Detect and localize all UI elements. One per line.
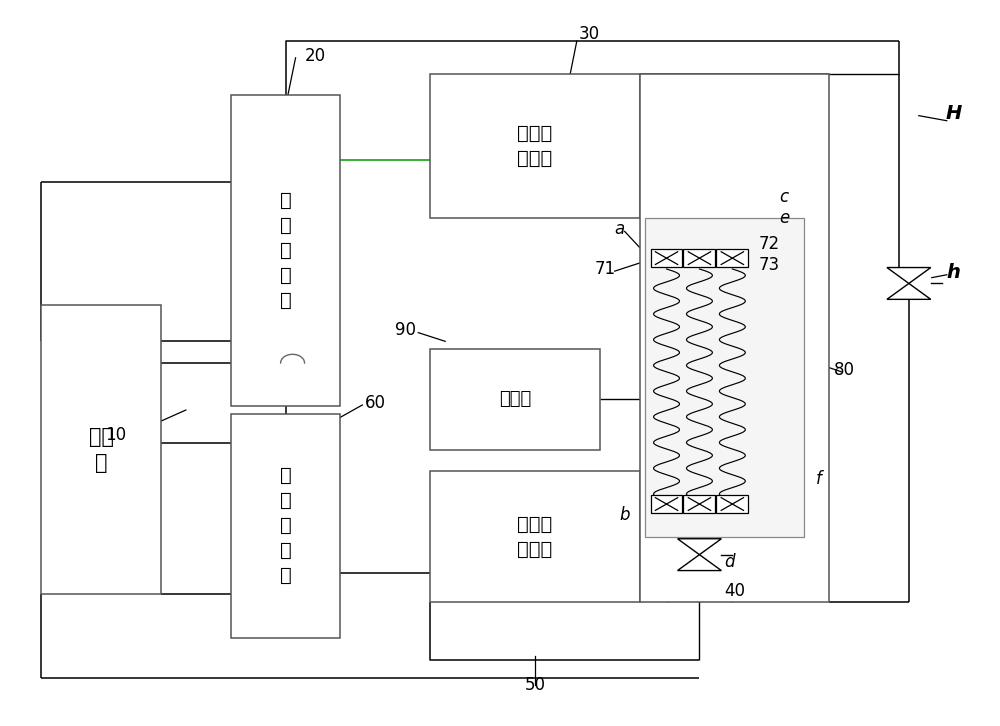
Bar xyxy=(640,74,829,602)
Text: 气
液
分
离
器: 气 液 分 离 器 xyxy=(280,466,291,585)
Bar xyxy=(430,471,640,602)
Text: 四
通
换
向
阀: 四 通 换 向 阀 xyxy=(280,192,291,311)
Text: 80: 80 xyxy=(834,362,855,379)
Bar xyxy=(430,74,640,219)
Text: 20: 20 xyxy=(305,46,326,65)
Text: 室外侧
换热器: 室外侧 换热器 xyxy=(517,515,553,558)
Bar xyxy=(231,414,340,638)
Bar xyxy=(645,219,804,537)
Text: 室内侧
换热器: 室内侧 换热器 xyxy=(517,124,553,168)
Text: a: a xyxy=(615,220,625,238)
Text: 压缩
机: 压缩 机 xyxy=(89,427,114,473)
Bar xyxy=(430,348,600,450)
Bar xyxy=(716,249,748,267)
Bar xyxy=(41,305,161,595)
Text: 40: 40 xyxy=(724,582,745,600)
Text: 控制器: 控制器 xyxy=(499,390,531,408)
Text: b: b xyxy=(619,506,630,524)
Text: e: e xyxy=(779,209,789,227)
Text: 90: 90 xyxy=(395,322,416,340)
Text: H: H xyxy=(946,104,962,123)
Text: 10: 10 xyxy=(106,426,127,444)
Bar xyxy=(231,95,340,407)
Text: 72: 72 xyxy=(759,234,780,253)
Text: 30: 30 xyxy=(579,25,600,43)
Bar xyxy=(651,495,682,513)
Text: d: d xyxy=(724,553,735,571)
Bar xyxy=(651,249,682,267)
Bar xyxy=(683,249,715,267)
Text: 60: 60 xyxy=(365,393,386,412)
Bar xyxy=(683,495,715,513)
Text: 50: 50 xyxy=(524,676,545,694)
Text: 71: 71 xyxy=(594,260,615,278)
Text: h: h xyxy=(947,263,961,282)
Text: f: f xyxy=(816,470,822,488)
Text: c: c xyxy=(780,187,789,205)
Bar xyxy=(716,495,748,513)
Text: 73: 73 xyxy=(759,256,780,274)
